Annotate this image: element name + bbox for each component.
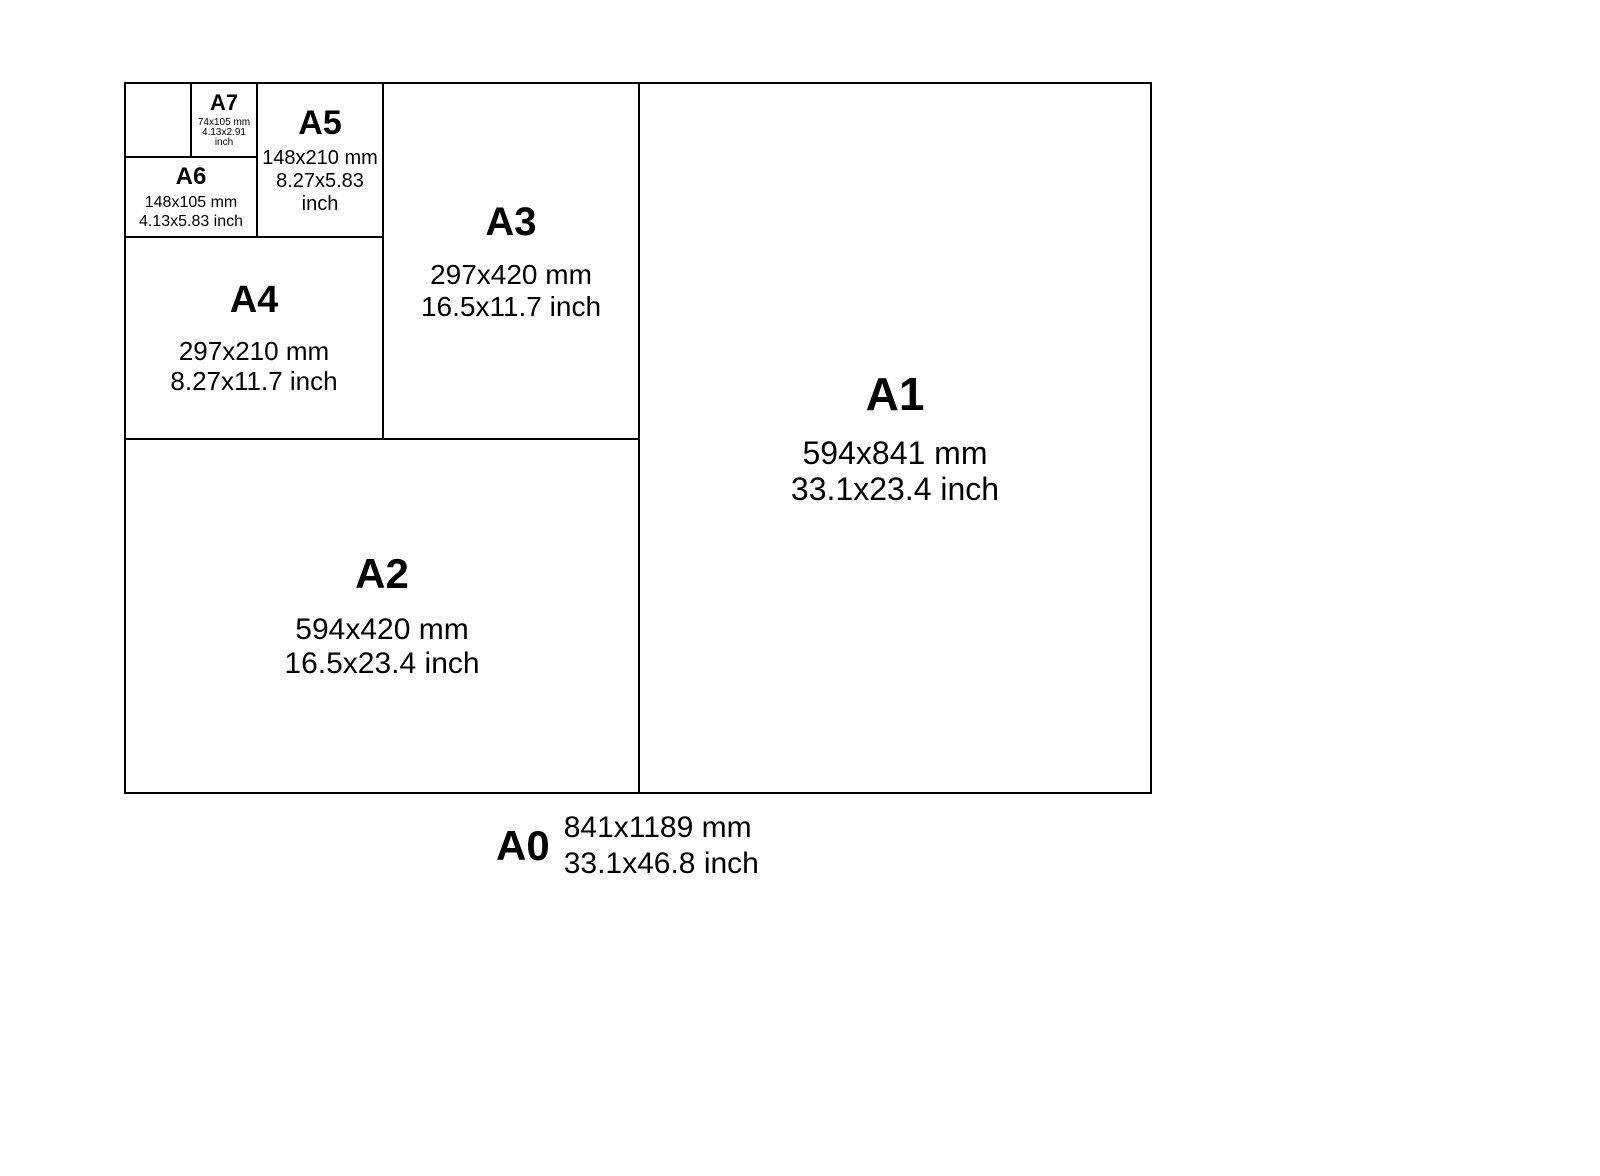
box-a7: A7 74x105 mm 4.13x2.91 inch (190, 82, 258, 158)
box-a4-inch: 8.27x11.7 inch (170, 367, 337, 397)
caption-a0: A0 841x1189 mm 33.1x46.8 inch (496, 810, 759, 882)
box-a3-inch: 16.5x11.7 inch (421, 291, 601, 323)
box-a4-mm: 297x210 mm (179, 337, 329, 367)
box-a5-inch: 8.27x5.83 inch (258, 170, 382, 216)
box-a4: A4 297x210 mm 8.27x11.7 inch (124, 236, 384, 440)
box-a5-mm: 148x210 mm (262, 147, 378, 170)
box-a3-mm: 297x420 mm (430, 259, 592, 291)
box-a5: A5 148x210 mm 8.27x5.83 inch (256, 82, 384, 238)
box-a1-inch: 33.1x23.4 inch (791, 471, 999, 508)
box-a1: A1 594x841 mm 33.1x23.4 inch (638, 82, 1152, 794)
box-a2: A2 594x420 mm 16.5x23.4 inch (124, 438, 640, 794)
box-a6-mm: 148x105 mm (145, 194, 238, 212)
box-a6-title: A6 (176, 163, 207, 191)
caption-a0-title: A0 (496, 822, 550, 870)
box-a2-title: A2 (355, 550, 409, 598)
box-a6: A6 148x105 mm 4.13x5.83 inch (124, 156, 258, 238)
caption-a0-inch: 33.1x46.8 inch (564, 846, 759, 882)
box-a7-inch: 4.13x2.91 inch (192, 128, 256, 148)
box-a4-title: A4 (230, 279, 279, 323)
box-a6-inch: 4.13x5.83 inch (139, 213, 243, 231)
box-a3: A3 297x420 mm 16.5x11.7 inch (382, 82, 640, 440)
box-a7-title: A7 (210, 92, 238, 114)
box-a2-mm: 594x420 mm (295, 613, 468, 648)
box-a1-mm: 594x841 mm (803, 435, 988, 472)
box-a1-title: A1 (866, 368, 925, 421)
caption-a0-mm: 841x1189 mm (564, 810, 752, 846)
box-a5-title: A5 (298, 104, 341, 143)
box-a3-title: A3 (485, 199, 536, 245)
paper-size-diagram: A1 594x841 mm 33.1x23.4 inch A2 594x420 … (0, 0, 1600, 1176)
box-a2-inch: 16.5x23.4 inch (284, 647, 479, 682)
